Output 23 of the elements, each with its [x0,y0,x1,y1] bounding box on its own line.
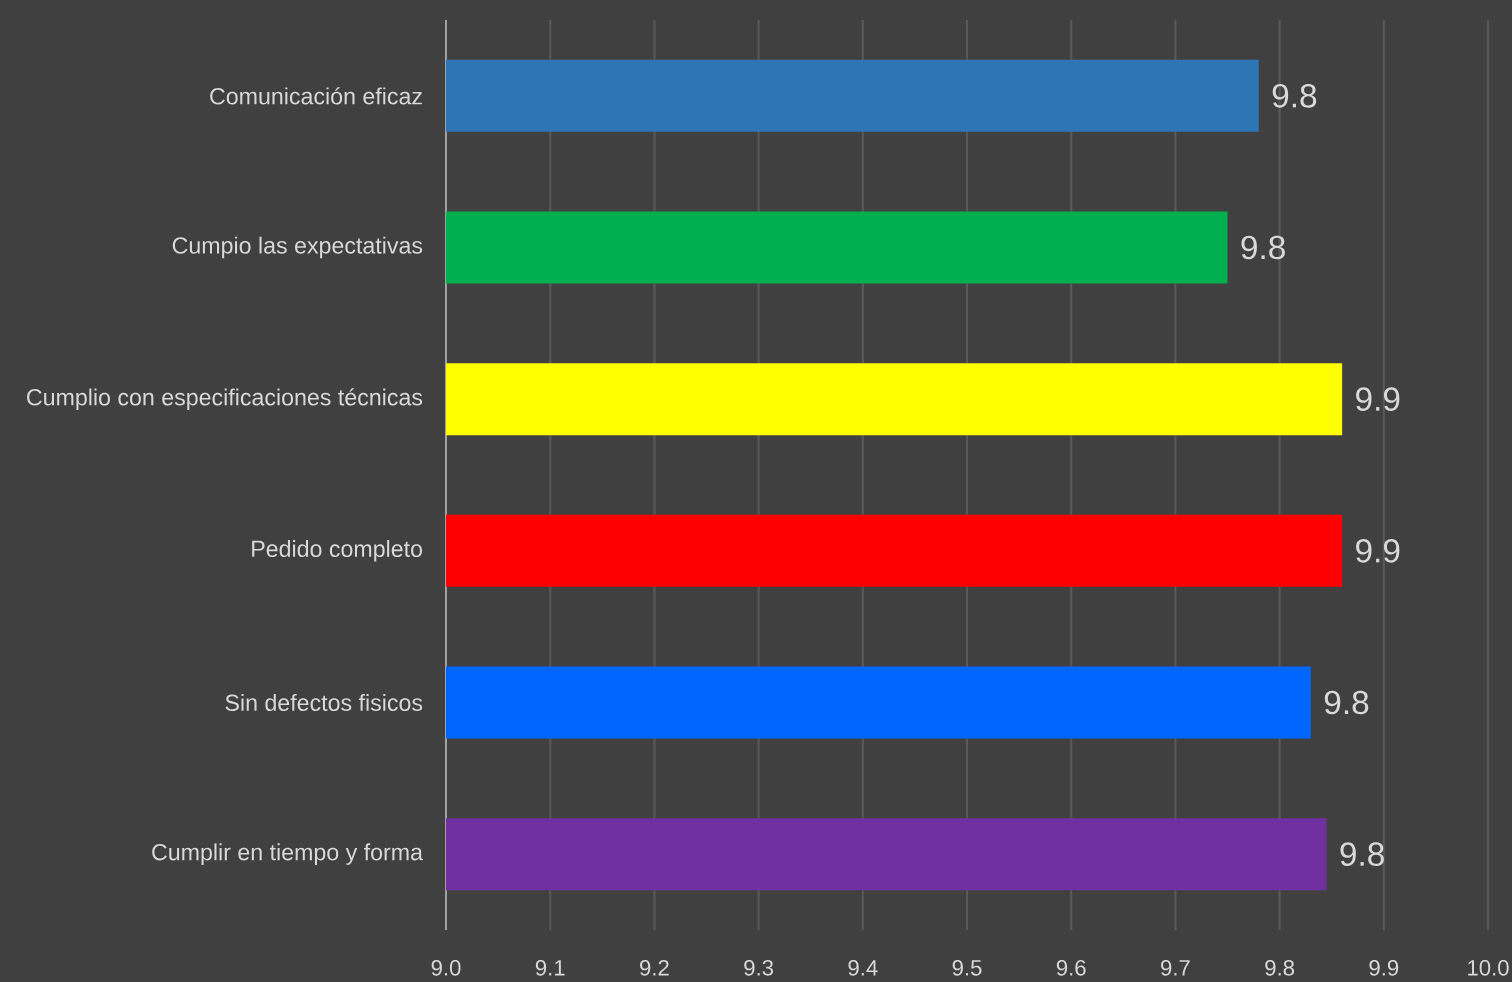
data-label: 9.8 [1272,84,1317,108]
data-label: 9.9 [1356,539,1400,563]
x-tick-label: 9.0 [431,959,461,976]
y-tick-label: Cumplir en tiempo y forma [152,843,423,865]
x-tick-label: 9.4 [848,959,878,976]
x-tick-label: 9.1 [535,959,565,976]
y-tick-label: Cumplio con especificaciones técnicas [27,388,423,411]
y-tick-label: Sin defectos fisicos [225,693,423,712]
x-tick-label: 9.7 [1161,959,1190,976]
x-tick-label: 9.5 [952,959,982,976]
x-tick-label: 9.3 [744,959,774,976]
x-tick-label: 9.6 [1056,959,1086,976]
x-tick-label: 10.0 [1468,959,1509,976]
x-tick-label: 9.9 [1369,959,1399,976]
y-tick-label: Cumpio las expectativas [172,236,423,259]
x-tick-label: 9.8 [1265,959,1295,976]
y-tick-label: Comunicación eficaz [210,87,422,105]
data-label: 9.8 [1324,690,1369,715]
data-label: 9.8 [1241,235,1285,260]
y-tick-label: Pedido completo [252,540,422,562]
data-label: 9.9 [1356,387,1400,411]
x-tick-label: 9.2 [640,959,669,976]
data-label: 9.8 [1340,842,1384,866]
